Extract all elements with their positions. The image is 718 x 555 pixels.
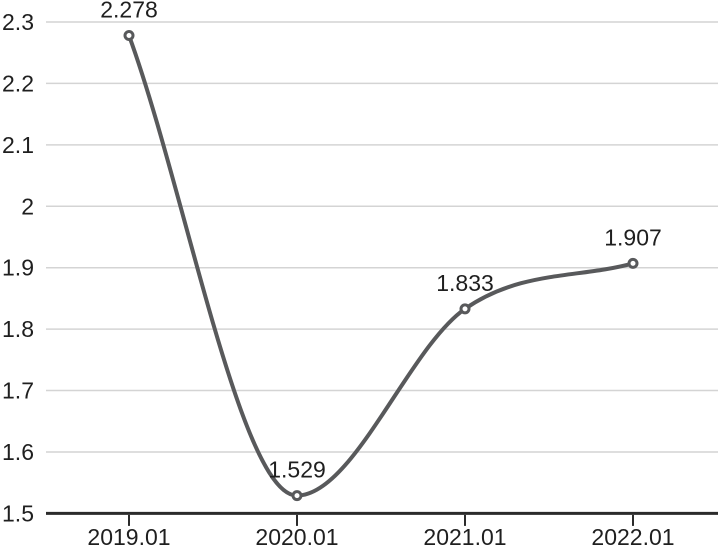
y-axis-tick-label: 2.2 bbox=[2, 70, 34, 96]
data-point-label: 1.833 bbox=[436, 270, 494, 296]
y-axis-tick-label: 1.5 bbox=[2, 500, 34, 526]
y-axis-tick-label: 1.7 bbox=[2, 378, 34, 404]
data-point-label: 1.907 bbox=[604, 224, 662, 250]
data-point-marker bbox=[459, 303, 471, 315]
data-point-label: 2.278 bbox=[100, 0, 158, 23]
y-axis-tick-label: 2 bbox=[21, 193, 34, 219]
y-axis-tick-label: 2.1 bbox=[2, 132, 34, 158]
data-point-marker bbox=[627, 257, 639, 269]
data-point-label: 1.529 bbox=[268, 457, 326, 483]
y-axis-tick-label: 1.9 bbox=[2, 255, 34, 281]
data-point-marker bbox=[291, 490, 303, 502]
data-point-marker bbox=[123, 30, 135, 42]
x-axis-tick-label: 2019.01 bbox=[87, 524, 170, 550]
data-line bbox=[127, 33, 635, 498]
y-axis-tick-label: 1.8 bbox=[2, 316, 34, 342]
x-axis-tick-label: 2020.01 bbox=[255, 524, 338, 550]
y-axis-tick-label: 1.6 bbox=[2, 439, 34, 465]
y-axis-tick-label: 2.3 bbox=[2, 9, 34, 35]
x-axis-tick-label: 2021.01 bbox=[423, 524, 506, 550]
x-axis-tick-label: 2022.01 bbox=[591, 524, 674, 550]
